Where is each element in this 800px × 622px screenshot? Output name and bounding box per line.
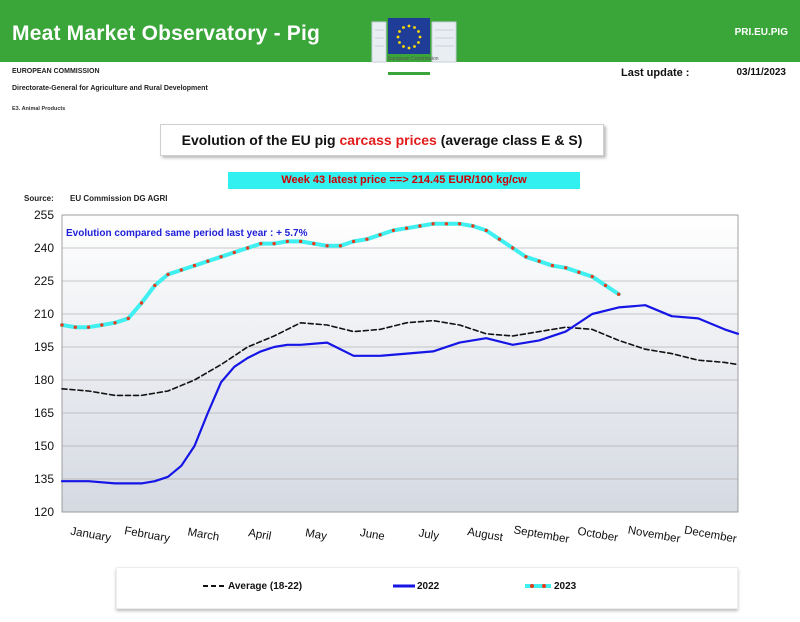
series-point-2023 (139, 301, 144, 305)
series-line-average (61, 319, 739, 397)
source-label: Source: (24, 194, 54, 203)
series-point-2023 (338, 244, 343, 248)
series-point-2023 (219, 255, 223, 259)
chart-legend: Average (18-22) 2022 2023 (116, 567, 738, 609)
series-point-2023 (404, 226, 409, 230)
x-tick-label: June (359, 527, 386, 543)
legend-label-2022: 2022 (417, 581, 440, 592)
series-point-2023 (312, 241, 316, 246)
series-point-2023 (617, 292, 621, 296)
series-point-2023 (497, 237, 502, 241)
series-point-2023 (113, 321, 117, 325)
series-point-2023 (511, 246, 515, 250)
series-point-2023 (153, 283, 157, 288)
last-update-date: 03/11/2023 (736, 67, 787, 78)
y-tick-label: 240 (34, 241, 54, 255)
series-point-2023 (418, 224, 422, 228)
y-tick-label: 255 (34, 208, 54, 222)
series-point-2023 (272, 241, 276, 246)
series-point-2023 (166, 272, 170, 277)
org-unit: E3. Animal Products (12, 106, 66, 112)
series-point-2023 (378, 233, 382, 237)
series-point-2023 (259, 241, 263, 246)
y-tick-label: 135 (34, 472, 54, 486)
yoy-annotation: Evolution compared same period last year… (66, 228, 308, 239)
series-point-2023 (444, 222, 449, 226)
x-tick-label: March (187, 526, 221, 543)
legend-marker-2023 (542, 584, 546, 588)
y-tick-label: 120 (34, 505, 54, 519)
series-point-2023 (86, 325, 91, 329)
series-point-2023 (298, 239, 303, 244)
chart-title: Evolution of the EU pig carcass prices (… (160, 124, 604, 156)
x-tick-label: February (123, 525, 171, 545)
series-point-2023 (577, 270, 581, 274)
series-point-2023 (351, 239, 356, 244)
series-point-2023 (564, 266, 568, 270)
x-tick-label: January (69, 526, 112, 545)
series-point-2023 (457, 222, 462, 226)
chart-title-suffix: (average class E & S) (436, 132, 583, 148)
chart-title-highlight: carcass prices (339, 132, 437, 148)
logo-building-icon (371, 21, 457, 63)
logo-underline (388, 72, 430, 75)
series-point-2023 (550, 263, 555, 268)
x-tick-label: August (466, 526, 504, 544)
series-point-2023 (484, 228, 488, 233)
series-point-2023 (206, 259, 210, 263)
series-point-2023 (471, 224, 475, 228)
legend-label-average: Average (18-22) (228, 581, 303, 592)
series-point-2023 (603, 283, 608, 288)
series-point-2023 (431, 222, 435, 226)
series-point-2023 (179, 268, 183, 272)
x-tick-label: September (513, 524, 571, 546)
series-point-2023 (391, 228, 396, 233)
logo-caption: European Commission (388, 56, 439, 62)
x-tick-label: December (683, 525, 737, 546)
series-point-2023 (590, 274, 594, 279)
source-value: EU Commission DG AGRI (70, 194, 168, 203)
plot-area (61, 214, 739, 513)
series-point-2023 (325, 244, 329, 248)
report-code: PRI.EU.PIG (734, 27, 788, 38)
y-tick-label: 150 (34, 439, 54, 453)
x-tick-label: November (627, 525, 681, 546)
last-update-label: Last update : (621, 67, 690, 79)
y-tick-label: 195 (34, 340, 54, 354)
series-point-2023 (192, 263, 197, 268)
page-title: Meat Market Observatory - Pig (12, 22, 321, 45)
legend-label-2023: 2023 (554, 581, 577, 592)
legend-marker-2023 (530, 584, 534, 588)
eu-flag-icon (388, 18, 430, 54)
latest-price-banner: Week 43 latest price ==> 214.45 EUR/100 … (228, 172, 580, 189)
x-tick-label: May (304, 527, 328, 543)
chart-title-main: Evolution of the EU pig (181, 132, 340, 148)
series-point-2023 (245, 246, 250, 250)
legend-swatches (203, 584, 551, 588)
y-tick-label: 210 (34, 307, 54, 321)
eu-commission-logo: European Commission (370, 14, 462, 78)
series-point-2023 (60, 323, 64, 327)
series-point-2023 (537, 259, 541, 263)
series-point-2023 (73, 325, 78, 329)
y-tick-label: 225 (34, 274, 54, 288)
x-tick-label: October (576, 526, 619, 545)
x-tick-label: April (247, 527, 272, 543)
series-point-2023 (232, 250, 236, 255)
series-line-2022 (60, 304, 740, 485)
series-point-2023 (126, 316, 130, 321)
y-tick-label: 165 (34, 406, 54, 420)
series-point-2023 (365, 237, 369, 241)
x-tick-label: July (418, 527, 440, 542)
org-directorate: Directorate-General for Agriculture and … (12, 85, 208, 92)
series-point-2023 (524, 255, 528, 259)
y-tick-label: 180 (34, 373, 54, 387)
org-name: EUROPEAN COMMISSION (12, 68, 100, 75)
series-point-2023 (285, 239, 289, 244)
series-point-2023 (100, 323, 104, 327)
